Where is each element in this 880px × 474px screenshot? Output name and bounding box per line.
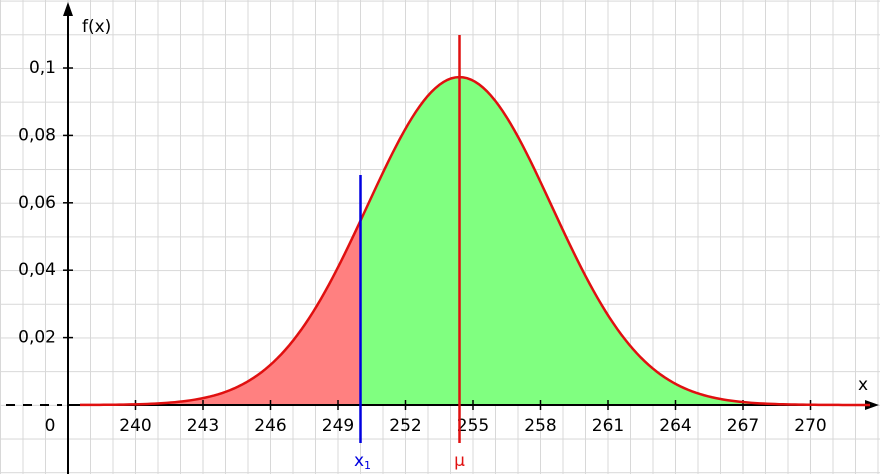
x-tick-label: 246 bbox=[254, 416, 286, 436]
y-tick-label: 0,08 bbox=[18, 125, 56, 145]
y-tick-label: 0,1 bbox=[29, 58, 56, 78]
y-tick-label: 0,04 bbox=[18, 260, 56, 280]
mu-label: μ bbox=[454, 451, 465, 471]
x-tick-label: 264 bbox=[659, 416, 691, 436]
x1-label-main: x bbox=[354, 451, 364, 471]
left-area bbox=[80, 220, 361, 405]
y-tick-label: 0,02 bbox=[18, 328, 56, 348]
x-tick-label: 240 bbox=[119, 416, 151, 436]
y-axis-label: f(x) bbox=[82, 17, 111, 37]
x1-label-sub: 1 bbox=[364, 459, 371, 472]
x-tick-label: 255 bbox=[457, 416, 489, 436]
x-tick-label: 258 bbox=[524, 416, 556, 436]
x-tick-label: 261 bbox=[592, 416, 624, 436]
x-axis-arrow bbox=[865, 400, 879, 410]
x-tick-label: 243 bbox=[187, 416, 219, 436]
x1-label: x1 bbox=[354, 451, 371, 472]
x-tick-label: 249 bbox=[322, 416, 354, 436]
x-axis-label: x bbox=[858, 375, 868, 395]
y-tick-label: 0,06 bbox=[18, 193, 56, 213]
x-tick-label: 267 bbox=[727, 416, 759, 436]
origin-label: 0 bbox=[45, 416, 56, 436]
x-tick-label: 252 bbox=[389, 416, 421, 436]
right-area bbox=[360, 77, 870, 405]
x-tick-label: 270 bbox=[794, 416, 826, 436]
y-axis-arrow bbox=[63, 2, 73, 16]
density-curve bbox=[79, 75, 870, 407]
